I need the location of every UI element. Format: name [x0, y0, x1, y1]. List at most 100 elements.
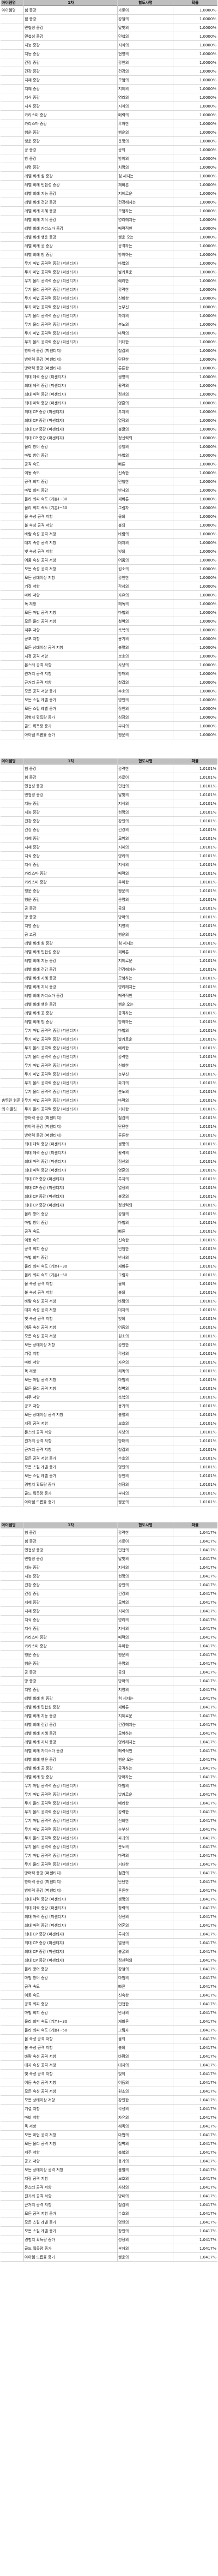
primary-option-cell: 레벨 비례 지능 증강 — [25, 1714, 57, 1718]
probability-cell: 1.0101% — [199, 1352, 216, 1356]
primary-option-cell: 지혜 증강 — [25, 845, 40, 850]
primary-option-cell: 대지 속성 공격 저항 — [25, 2063, 57, 2067]
probability-cell: 1.0101% — [199, 810, 216, 815]
primary-option-cell: 치명 증강 — [25, 924, 40, 928]
table-row: 레벨 비례 공 증강 공격하는 1.0000% — [1, 242, 217, 250]
table-row: 민첩성 증강 민첩의 1.0417% — [1, 1546, 217, 1555]
primary-option-cell: 레벨 비례 건강 증강 — [25, 967, 57, 972]
modifier-name-cell: 신속한 — [118, 471, 129, 475]
primary-option-cell: 모든 물리 공격 저항 — [25, 1386, 57, 1391]
primary-option-cell: 물리 방어 증강 — [25, 445, 49, 449]
table-row: 원거리 공격 저항 방패의 1.0417% — [1, 2192, 217, 2201]
table-row: 저주 저항 축복의 1.0000% — [1, 626, 217, 635]
probability-cell: 1.0417% — [199, 2002, 216, 2006]
modifier-name-cell: 정신의 — [118, 1160, 129, 1164]
modifier-name-cell: 운명의 — [118, 898, 129, 902]
primary-option-cell: 행운 증강 — [25, 1661, 40, 1666]
primary-option-cell: 행운 증강 — [25, 1653, 40, 1657]
probability-cell: 1.0101% — [199, 1221, 216, 1225]
primary-option-cell: 방어력 증강 (퍼센티지) — [25, 357, 62, 362]
modifier-name-cell: 영리해지는 — [118, 218, 136, 222]
table-row: 경험치 획득량 증가 성장의 1.0417% — [1, 2236, 217, 2244]
primary-option-cell: 건강 증강 — [25, 61, 40, 65]
header-cell: 확률 — [191, 1523, 199, 1527]
probability-cell: 1.0417% — [199, 2081, 216, 2085]
primary-option-cell: 행운 증강 — [25, 139, 40, 144]
table-row: 지식 증강 지식의 1.0417% — [1, 1624, 217, 1633]
table-row: 물 속성 공격 저항 물의 1.0417% — [1, 2035, 217, 2043]
table-row: 무기 물리 공격력 증강 (퍼센티지) 강력한 1.0101% — [1, 1053, 217, 1061]
modifier-name-cell: 철벽의 — [118, 619, 129, 624]
probability-cell: 1.0101% — [199, 1151, 216, 1155]
primary-option-cell: 공격 속도 — [25, 1229, 40, 1234]
modifier-name-cell: 예리한 — [118, 1801, 129, 1806]
header-cell: 확률 — [191, 759, 199, 763]
primary-option-cell: 레벨 비례 행운 증강 — [25, 1758, 57, 1762]
primary-option-cell: 무기 물리 공격력 증강 (퍼센티지) — [25, 1107, 78, 1111]
primary-option-cell: 카리스마 증강 — [25, 871, 47, 876]
probability-cell: 1.0417% — [199, 2037, 216, 2041]
modifier-name-cell: 명인의 — [118, 1465, 129, 1469]
primary-option-cell: 모든 공격 저항 증가 — [25, 1456, 57, 1461]
primary-option-cell: 물 속성 공격 저항 — [25, 2037, 53, 2041]
primary-option-cell: 무기 물리 공격력 증강 (퍼센티지) — [25, 1862, 78, 1867]
table-row: 지식 증강 영리의 1.0000% — [1, 93, 217, 102]
probability-cell: 1.0000% — [199, 157, 216, 161]
probability-cell: 1.0101% — [199, 1046, 216, 1050]
primary-option-cell: 근거리 공격 저항 — [25, 1448, 52, 1452]
modifier-name-cell: 모험의 — [118, 78, 129, 82]
table-row: 이동 속도 신속한 1.0101% — [1, 1236, 217, 1245]
probability-cell: 1.0417% — [199, 1714, 216, 1718]
probability-cell: 1.0101% — [199, 1238, 216, 1242]
table-row: 몬스터 공격 저항 사냥의 1.0101% — [1, 1428, 217, 1437]
table-row: 무기 물리 공격력 증강 (퍼센티지) 강력한 1.0000% — [1, 285, 217, 294]
primary-option-cell: 지식 증강 — [25, 104, 40, 109]
modifier-name-cell: 현명의 — [118, 52, 129, 56]
primary-option-cell: 아이템 드롭률 증가 — [25, 1500, 55, 1504]
table-row: 기절 저항 각성의 1.0101% — [1, 1349, 217, 1358]
modifier-name-cell: 행운의 — [118, 1500, 129, 1504]
table-row: 모든 마법 공격 저항 마법의 1.0101% — [1, 1376, 217, 1384]
modifier-name-cell: 지혜의 — [118, 1609, 129, 1613]
table-row: 힘 증강 가로이 1.0101% — [1, 773, 217, 782]
modifier-name-cell: 방패의 — [118, 1439, 129, 1443]
modifier-name-cell: 행운의 — [118, 889, 129, 893]
probability-cell: 1.0101% — [199, 793, 216, 797]
table-row: 무기 물리 공격력 증강 (퍼센티지) 예리한 1.0417% — [1, 1799, 217, 1808]
header-cell: 확률 — [191, 1, 199, 5]
column-divider — [23, 1522, 24, 2262]
table-row: 저주 저항 축복의 1.0417% — [1, 2148, 217, 2157]
primary-option-cell: 지능 증강 — [25, 810, 40, 815]
modifier-name-cell: 지식의 — [118, 43, 129, 47]
modifier-name-cell: 장인의 — [118, 2229, 129, 2233]
table-row: 마법 방어 증강 마법의 1.0417% — [1, 1974, 217, 1982]
table-row: 모든 상태이상 공격 저항 불멸의 1.0417% — [1, 2166, 217, 2174]
primary-option-cell: 공격 회피 증강 — [25, 1247, 49, 1251]
probability-cell: 1.0101% — [199, 775, 216, 780]
table-row: 충뛰린 힘준 증강무기 마법 공격력 증강 (퍼센티지) 마력의 1.0101% — [1, 1096, 217, 1105]
probability-cell: 1.0000% — [199, 139, 216, 144]
primary-option-cell: 방어력 증강 (퍼센티지) — [25, 1880, 62, 1884]
modifier-name-cell: 부자의 — [118, 1491, 129, 1496]
primary-option-cell: 물리 방어 증강 — [25, 1212, 49, 1216]
probability-cell: 1.0000% — [199, 453, 216, 458]
primary-option-cell: 지혜 증강 — [25, 87, 40, 91]
modifier-name-cell: 대지의 — [118, 1308, 129, 1312]
table-row: 최대 CP 증강 (퍼센티지) 정신력의 1.0101% — [1, 1201, 217, 1210]
probability-cell: 1.0101% — [199, 1177, 216, 1181]
probability-cell: 1.0101% — [199, 1500, 216, 1504]
probability-cell: 1.0000% — [199, 322, 216, 327]
modifier-name-cell: 튼튼한 — [118, 1133, 129, 1138]
modifier-name-cell: 축복의 — [118, 628, 129, 632]
table-row: 행운 증강 운명의 1.0417% — [1, 1659, 217, 1668]
modifier-name-cell: 강인한 — [118, 576, 129, 580]
table-row: 무기 마법 공격력 증강 (퍼센티지) 날카로운 1.0417% — [1, 1790, 217, 1799]
table-row: 레벨 비례 방 증강 방어하는 1.0101% — [1, 1018, 217, 1026]
probability-cell: 1.0417% — [199, 1923, 216, 1928]
modifier-name-cell: 해독의 — [118, 2124, 129, 2129]
probability-cell: 1.0417% — [199, 1775, 216, 1779]
probability-cell: 1.0101% — [199, 1439, 216, 1443]
modifier-name-cell: 해독의 — [118, 1369, 129, 1373]
modifier-name-cell: 강인의 — [118, 61, 129, 65]
modifier-name-cell: 마법의 — [118, 453, 129, 458]
